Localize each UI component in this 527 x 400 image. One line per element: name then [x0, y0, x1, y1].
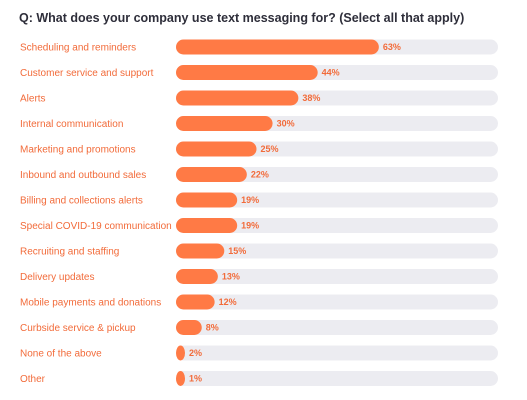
bar-row: Scheduling and reminders 63%	[20, 39, 498, 55]
bar-row: Customer service and support 44%	[20, 65, 498, 80]
bar	[176, 269, 218, 284]
bar	[176, 90, 299, 106]
value-label: 19%	[241, 221, 259, 231]
bar-track	[176, 345, 498, 361]
bar	[176, 167, 247, 182]
category-label: Inbound and outbound sales	[20, 170, 146, 181]
value-label: 8%	[206, 323, 219, 333]
value-label: 2%	[189, 348, 202, 358]
bar-row: Inbound and outbound sales 22%	[20, 167, 498, 182]
bar-track	[176, 167, 498, 182]
bar-row: Other 1%	[20, 371, 498, 386]
bar-track	[176, 192, 498, 208]
value-label: 22%	[251, 170, 269, 180]
category-label: Other	[20, 374, 46, 385]
bar	[176, 116, 273, 131]
value-label: 19%	[241, 195, 259, 205]
value-label: 1%	[189, 374, 202, 384]
category-label: Mobile payments and donations	[20, 298, 161, 309]
bar-row: Curbside service & pickup 8%	[20, 320, 498, 335]
bar	[176, 320, 202, 335]
category-label: Marketing and promotions	[20, 145, 136, 156]
bar-track	[176, 243, 498, 259]
category-label: None of the above	[20, 349, 102, 360]
value-label: 25%	[261, 144, 279, 154]
category-label: Curbside service & pickup	[20, 323, 136, 334]
bar-track	[176, 269, 498, 284]
value-label: 63%	[383, 42, 401, 52]
bar	[176, 218, 238, 233]
chart-title: Q: What does your company use text messa…	[19, 11, 465, 25]
bar-row: Recruiting and staffing 15%	[20, 243, 498, 259]
value-label: 13%	[222, 272, 240, 282]
category-label: Scheduling and reminders	[20, 43, 136, 54]
category-label: Delivery updates	[20, 272, 94, 283]
bar-row: Delivery updates 13%	[20, 269, 498, 284]
bar	[176, 39, 379, 55]
bar	[176, 371, 185, 386]
category-label: Customer service and support	[20, 68, 154, 79]
category-label: Alerts	[20, 94, 46, 105]
bar-row: Marketing and promotions 25%	[20, 141, 498, 157]
category-label: Special COVID-19 communication	[20, 221, 172, 232]
bar-track	[176, 371, 498, 386]
value-label: 15%	[228, 246, 246, 256]
category-label: Billing and collections alerts	[20, 196, 143, 207]
value-label: 38%	[302, 93, 320, 103]
bar	[176, 294, 215, 310]
value-label: 12%	[219, 297, 237, 307]
bar-row: Billing and collections alerts 19%	[20, 192, 498, 208]
bar	[176, 141, 257, 157]
bar	[176, 192, 238, 208]
bar	[176, 65, 318, 80]
bar-row: Internal communication 30%	[20, 116, 498, 131]
bar-row: None of the above 2%	[20, 345, 498, 361]
bar	[176, 243, 225, 259]
bar-track	[176, 294, 498, 310]
bar-track	[176, 141, 498, 157]
bar-row: Alerts 38%	[20, 90, 498, 106]
category-label: Recruiting and staffing	[20, 247, 119, 258]
bar	[176, 345, 185, 361]
bar-track	[176, 218, 498, 233]
bar-row: Special COVID-19 communication 19%	[20, 218, 498, 233]
bar-track	[176, 320, 498, 335]
value-label: 44%	[322, 68, 340, 78]
bar-row: Mobile payments and donations 12%	[20, 294, 498, 310]
category-label: Internal communication	[20, 119, 123, 130]
value-label: 30%	[277, 119, 295, 129]
